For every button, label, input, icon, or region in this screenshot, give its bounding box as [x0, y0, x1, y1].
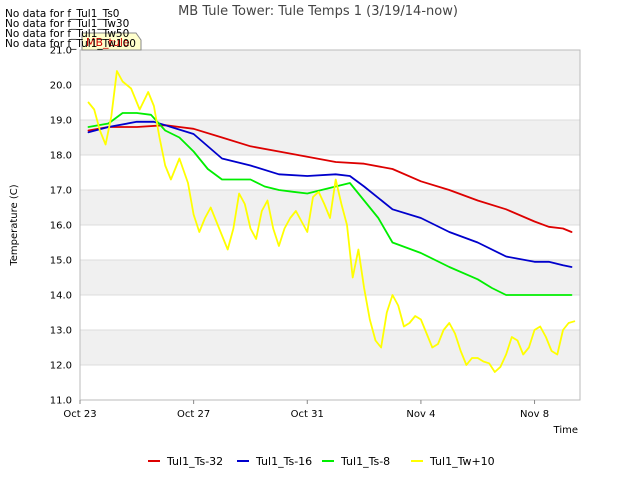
y-tick-label: 20.0 [50, 81, 72, 92]
legend-item: Tul1_Tw+10 [411, 455, 495, 468]
x-axis-title: Time [553, 425, 578, 436]
y-tick-label: 17.0 [50, 186, 72, 197]
legend-item: Tul1_Ts-16 [237, 455, 312, 468]
y-tick-label: 21.0 [50, 46, 72, 57]
y-tick-label: 19.0 [50, 116, 72, 127]
legend-item: Tul1_Ts-32 [148, 455, 223, 468]
y-tick-label: 11.0 [50, 396, 72, 407]
x-tick-label: Nov 4 [406, 409, 435, 420]
y-tick-label: 13.0 [50, 326, 72, 337]
legend-label: Tul1_Ts-8 [340, 455, 390, 468]
legend: Tul1_Ts-32 Tul1_Ts-16 Tul1_Ts-8 Tul1_Tw+10 [148, 455, 495, 468]
x-tick-label: Oct 27 [177, 409, 210, 420]
series-lines [87, 70, 576, 373]
legend-label: Tul1_Ts-32 [166, 455, 223, 468]
grid-band [80, 260, 580, 295]
x-tick-label: Nov 8 [520, 409, 549, 420]
grid-band [80, 190, 580, 225]
legend-label: Tul1_Tw+10 [429, 455, 495, 468]
y-tick-label: 18.0 [50, 151, 72, 162]
chart-title: MB Tule Tower: Tule Temps 1 (3/19/14-now… [178, 4, 458, 19]
no-data-message: No data for f_Tul1_Tw30 [5, 18, 130, 30]
grid-band [80, 50, 580, 85]
background-bands [80, 50, 580, 365]
y-tick-label: 14.0 [50, 291, 72, 302]
series-line-tul1-ts-8 [87, 112, 573, 296]
x-tick-label: Oct 31 [291, 409, 324, 420]
y-tick-label: 15.0 [50, 256, 72, 267]
y-tick-label: 12.0 [50, 361, 72, 372]
x-tick-label: Oct 23 [63, 409, 96, 420]
y-axis-ticks: 11.0 12.0 13.0 14.0 15.0 16.0 17.0 18.0 19.0 20.0… [50, 46, 72, 407]
plot-area [79, 49, 581, 401]
y-tick-label: 16.0 [50, 221, 72, 232]
legend-label: Tul1_Ts-16 [255, 455, 312, 468]
mb-tule-label: MB_tule [86, 36, 130, 49]
legend-item: Tul1_Ts-8 [322, 455, 390, 468]
no-data-message: No data for f_Tul1_Ts0 [5, 8, 120, 20]
mb-tule-label-box: MB_tule [81, 32, 142, 51]
no-data-message: No data for f_Tul1_Tw50 [5, 28, 130, 40]
series-line-tul1-tw-10 [87, 70, 576, 373]
grid-band [80, 330, 580, 365]
x-axis-ticks: Oct 23 Oct 27 Oct 31 Nov 4 Nov 8 [63, 400, 549, 420]
y-axis-title: Temperature (C) [9, 184, 20, 266]
no-data-message: No data for f_Tul1_Tw100 [5, 38, 136, 50]
